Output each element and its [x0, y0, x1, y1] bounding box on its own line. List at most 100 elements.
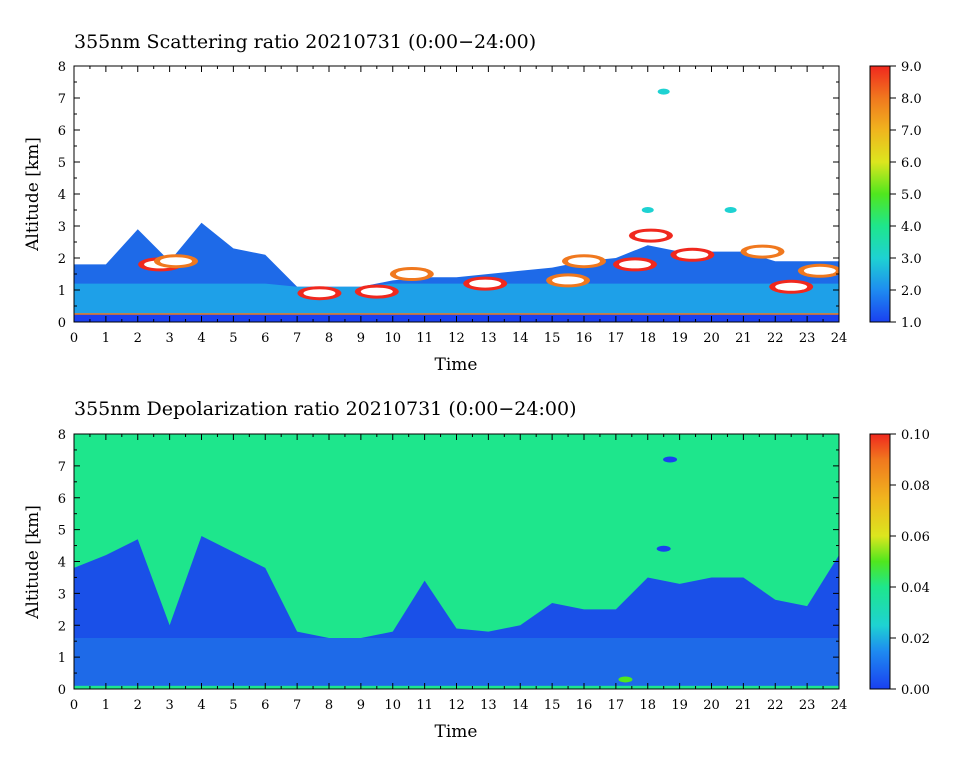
y-tick-label: 3 — [58, 587, 66, 602]
colorbar-tick-label: 5.0 — [901, 188, 922, 203]
colorbar-tick-label: 2.0 — [901, 284, 922, 299]
colorbar-tick-label: 9.0 — [901, 60, 922, 75]
x-tick-label: 6 — [261, 331, 269, 346]
cloud-core — [775, 282, 808, 291]
x-tick-label: 10 — [384, 331, 401, 346]
y-tick-label: 3 — [58, 220, 66, 235]
x-tick-label: 15 — [544, 698, 561, 713]
colorbar-tick-label: 0.08 — [901, 479, 930, 494]
depolarization-panel: 355nm Depolarization ratio 20210731 (0:0… — [23, 398, 930, 742]
y-tick-label: 0 — [58, 316, 66, 331]
y-tick-label: 7 — [58, 92, 66, 107]
cloud-feature — [657, 88, 670, 95]
depolarization-colorbar: 0.00 0.02 0.04 0.06 0.08 0.10 — [869, 428, 930, 698]
x-tick-label: 22 — [767, 698, 784, 713]
scattering-xlabel: Time — [435, 355, 478, 375]
x-tick-label: 10 — [384, 698, 401, 713]
colorbar-tick-label: 1.0 — [901, 316, 922, 331]
x-tick-label: 7 — [293, 698, 301, 713]
x-tick-label: 16 — [576, 331, 593, 346]
cloud-core — [676, 250, 709, 259]
x-tick-label: 20 — [703, 698, 720, 713]
colorbar-tick-label: 8.0 — [901, 92, 922, 107]
depolarization-xlabel: Time — [435, 722, 478, 742]
colorbar-tick-label: 4.0 — [901, 220, 922, 235]
x-tick-label: 18 — [639, 331, 656, 346]
y-tick-label: 5 — [58, 524, 66, 539]
x-tick-label: 23 — [799, 331, 816, 346]
x-tick-label: 4 — [197, 698, 205, 713]
colorbar-tick-label: 0.00 — [901, 683, 930, 698]
mixed-layer-region — [74, 283, 839, 322]
depolarization-ylabel: Altitude [km] — [23, 505, 43, 620]
cloud-core — [746, 247, 779, 256]
x-tick-label: 21 — [735, 698, 752, 713]
x-tick-label: 3 — [165, 331, 173, 346]
cloud-feature — [724, 207, 737, 213]
scattering-panel: 355nm Scattering ratio 20210731 (0:00−24… — [23, 31, 922, 375]
colorbar-tick-label: 0.10 — [901, 428, 930, 443]
cloud-core — [469, 279, 502, 288]
cloud-core — [160, 257, 192, 266]
x-tick-label: 14 — [512, 331, 529, 346]
x-tick-label: 20 — [703, 331, 720, 346]
scattering-axes: 0 1 2 3 4 5 6 7 8 9 10 11 12 13 14 15 16 17 18 19 20 21 22 23 24… — [58, 60, 848, 346]
y-tick-label: 2 — [58, 619, 66, 634]
x-tick-label: 0 — [70, 698, 78, 713]
x-tick-label: 11 — [416, 698, 433, 713]
depolarization-axes: 0 1 2 3 4 5 6 7 8 9 10 11 12 13 14 15 16 17 18 19 20 21 22 23 24… — [58, 428, 848, 713]
x-tick-label: 22 — [767, 331, 784, 346]
colorbar-tick-label: 0.04 — [901, 581, 930, 596]
x-tick-label: 13 — [480, 698, 497, 713]
x-tick-label: 19 — [671, 331, 688, 346]
x-tick-label: 9 — [357, 331, 365, 346]
x-tick-label: 9 — [357, 698, 365, 713]
cloud-core — [552, 276, 585, 285]
x-tick-label: 8 — [325, 698, 333, 713]
colorbar-tick-label: 0.06 — [901, 530, 930, 545]
colorbar-tick-label: 0.02 — [901, 632, 930, 647]
depol-feature — [618, 676, 633, 683]
x-tick-label: 4 — [197, 331, 205, 346]
scattering-ylabel: Altitude [km] — [23, 137, 43, 252]
y-tick-label: 4 — [58, 188, 66, 203]
cloud-core — [395, 270, 428, 278]
x-tick-label: 24 — [831, 331, 848, 346]
cloud-core — [634, 231, 667, 240]
x-tick-label: 12 — [448, 698, 465, 713]
x-tick-label: 23 — [799, 698, 816, 713]
scattering-plot-area — [74, 88, 839, 322]
y-tick-label: 4 — [58, 556, 66, 571]
depolarization-plot-area — [74, 434, 839, 689]
colorbar-tick-label: 6.0 — [901, 156, 922, 171]
x-tick-label: 1 — [102, 698, 110, 713]
y-tick-label: 6 — [58, 492, 66, 507]
x-tick-label: 1 — [102, 331, 110, 346]
x-tick-label: 17 — [608, 331, 625, 346]
x-tick-label: 15 — [544, 331, 561, 346]
x-tick-label: 17 — [608, 698, 625, 713]
x-tick-label: 2 — [134, 331, 142, 346]
cloud-core — [803, 266, 836, 275]
x-tick-label: 13 — [480, 331, 497, 346]
x-tick-label: 3 — [165, 698, 173, 713]
y-tick-label: 1 — [58, 284, 66, 299]
x-tick-label: 19 — [671, 698, 688, 713]
x-tick-label: 21 — [735, 331, 752, 346]
y-tick-label: 8 — [58, 428, 66, 443]
x-tick-label: 14 — [512, 698, 529, 713]
y-tick-label: 6 — [58, 124, 66, 139]
y-tick-label: 5 — [58, 156, 66, 171]
x-tick-label: 11 — [416, 331, 433, 346]
scattering-colorbar: 1.0 2.0 3.0 4.0 5.0 6.0 7.0 8.0 9.0 — [869, 60, 922, 331]
colorbar-tick-label: 7.0 — [901, 124, 922, 139]
y-tick-label: 8 — [58, 60, 66, 75]
x-tick-label: 0 — [70, 331, 78, 346]
cloud-core — [303, 289, 336, 298]
x-tick-label: 6 — [261, 698, 269, 713]
scattering-title: 355nm Scattering ratio 20210731 (0:00−24… — [74, 31, 536, 53]
cloud-core — [568, 257, 600, 266]
colorbar-tick-label: 3.0 — [901, 252, 922, 267]
x-tick-label: 5 — [229, 698, 237, 713]
